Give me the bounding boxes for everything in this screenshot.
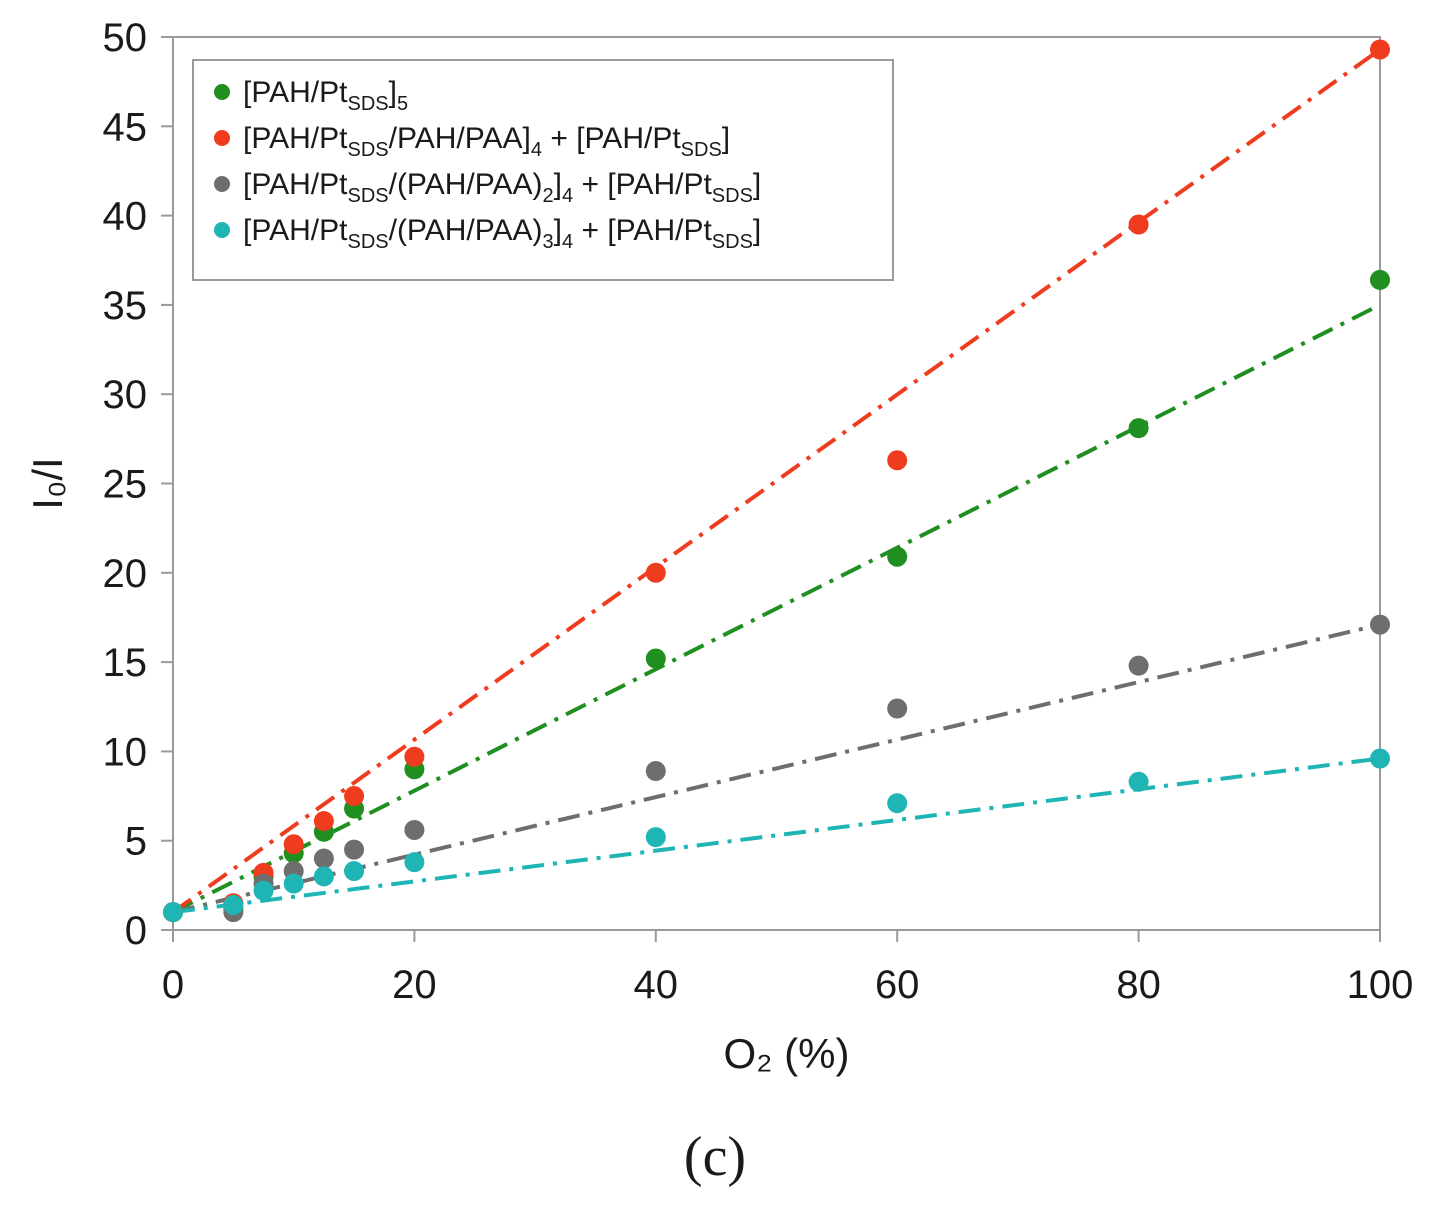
data-point [313, 866, 334, 887]
legend-entry-part: [PAH/Pt [243, 168, 348, 201]
data-points [163, 39, 1390, 923]
legend-entry-part: 5 [397, 93, 408, 115]
data-point [1370, 39, 1390, 60]
x-axis-ticks: 0 20 40 60 80 100 [162, 930, 1414, 1007]
legend-entry-part: ] [554, 168, 562, 201]
data-point [344, 861, 365, 882]
y-tick-label: 45 [103, 105, 148, 149]
data-point [645, 827, 666, 848]
fit-line [172, 303, 1381, 914]
y-tick-label: 20 [103, 552, 148, 596]
data-point [1370, 614, 1390, 635]
legend-entry-part: 2 [543, 185, 554, 207]
data-point [344, 839, 365, 860]
data-point [313, 848, 334, 869]
y-tick-label: 5 [125, 820, 147, 864]
data-point [887, 793, 908, 814]
legend-marker [214, 130, 230, 146]
x-axis-title: O₂ (%) [724, 1030, 850, 1077]
y-axis-ticks: 0 5 10 15 20 25 30 35 40 45 50 [103, 16, 173, 953]
y-tick-label: 40 [103, 195, 148, 239]
legend: [PAH/PtSDS]5[PAH/PtSDS/PAH/PAA]4 + [PAH/… [192, 59, 894, 281]
legend-entry-part: /PAH/PAA] [389, 122, 531, 155]
fit-line [172, 756, 1381, 915]
legend-entry-part: SDS [712, 231, 753, 253]
y-tick-label: 50 [103, 16, 148, 60]
data-point [645, 562, 666, 583]
legend-entry: [PAH/PtSDS/(PAH/PAA)3]4 + [PAH/PtSDS] [243, 214, 761, 253]
data-point [1370, 748, 1390, 769]
data-point [404, 852, 425, 873]
data-point [253, 880, 274, 901]
legend-entry: [PAH/PtSDS/(PAH/PAA)2]4 + [PAH/PtSDS] [243, 168, 761, 207]
data-point [1128, 418, 1149, 439]
data-point [1370, 269, 1390, 290]
fit-line [172, 622, 1381, 915]
legend-entry-part: ] [753, 214, 761, 247]
legend-entry-part: /(PAH/PAA) [389, 168, 543, 201]
legend-entry-part: SDS [347, 93, 388, 115]
fit-lines [171, 47, 1382, 915]
legend-entry-part: SDS [347, 139, 388, 161]
data-point [223, 894, 244, 915]
legend-entry-part: SDS [347, 231, 388, 253]
y-tick-label: 10 [103, 730, 148, 774]
data-point [887, 546, 908, 567]
data-point [887, 698, 908, 719]
data-point [344, 786, 365, 807]
x-tick-label: 40 [634, 963, 679, 1007]
legend-entry-part: + [PAH/Pt [573, 168, 712, 201]
legend-marker [214, 222, 230, 238]
legend-entry-part: 4 [562, 185, 573, 207]
data-point [645, 761, 666, 782]
legend-entry-part: /(PAH/PAA) [389, 214, 543, 247]
y-axis-title: I₀/I [24, 457, 71, 509]
legend-entry-part: ] [753, 168, 761, 201]
x-tick-label: 0 [162, 963, 184, 1007]
data-point [1128, 655, 1149, 676]
legend-entry-part: [PAH/Pt [243, 214, 348, 247]
data-point [645, 648, 666, 669]
legend-entry-part: 4 [562, 231, 573, 253]
data-point [887, 450, 908, 471]
x-tick-label: 60 [875, 963, 920, 1007]
y-tick-label: 35 [103, 284, 148, 328]
legend-entry-part: 3 [543, 231, 554, 253]
legend-marker [214, 176, 230, 192]
data-point [163, 902, 183, 923]
data-point [313, 811, 334, 832]
legend-entry-part: SDS [347, 185, 388, 207]
x-tick-label: 100 [1347, 963, 1414, 1007]
legend-entry-part: ] [722, 122, 730, 155]
legend-entry: [PAH/PtSDS/PAH/PAA]4 + [PAH/PtSDS] [243, 122, 730, 161]
legend-entry-part: ] [554, 214, 562, 247]
legend-entry-part: [PAH/Pt [243, 76, 348, 109]
y-tick-label: 15 [103, 641, 148, 685]
legend-entry-part: [PAH/Pt [243, 122, 348, 155]
legend-marker [214, 84, 230, 100]
y-tick-label: 25 [103, 463, 148, 507]
legend-box [192, 59, 894, 281]
data-point [404, 819, 425, 840]
y-tick-label: 0 [125, 909, 147, 953]
legend-entry-part: + [PAH/Pt [542, 122, 681, 155]
panel-label: (c) [683, 1126, 747, 1188]
x-tick-label: 20 [392, 963, 437, 1007]
legend-entry: [PAH/PtSDS]5 [243, 76, 408, 115]
legend-entry-part: 4 [531, 139, 542, 161]
axis-titles: O₂ (%) I₀/I [24, 457, 849, 1077]
legend-entry-part: ] [389, 76, 397, 109]
legend-entry-part: + [PAH/Pt [573, 214, 712, 247]
data-point [1128, 214, 1149, 235]
data-point [404, 746, 425, 767]
y-tick-label: 30 [103, 373, 148, 417]
data-point [283, 873, 304, 894]
legend-entry-part: SDS [681, 139, 722, 161]
x-tick-label: 80 [1116, 963, 1161, 1007]
data-point [283, 834, 304, 855]
fit-line [171, 47, 1382, 914]
legend-entry-part: SDS [712, 185, 753, 207]
data-point [1128, 771, 1149, 792]
